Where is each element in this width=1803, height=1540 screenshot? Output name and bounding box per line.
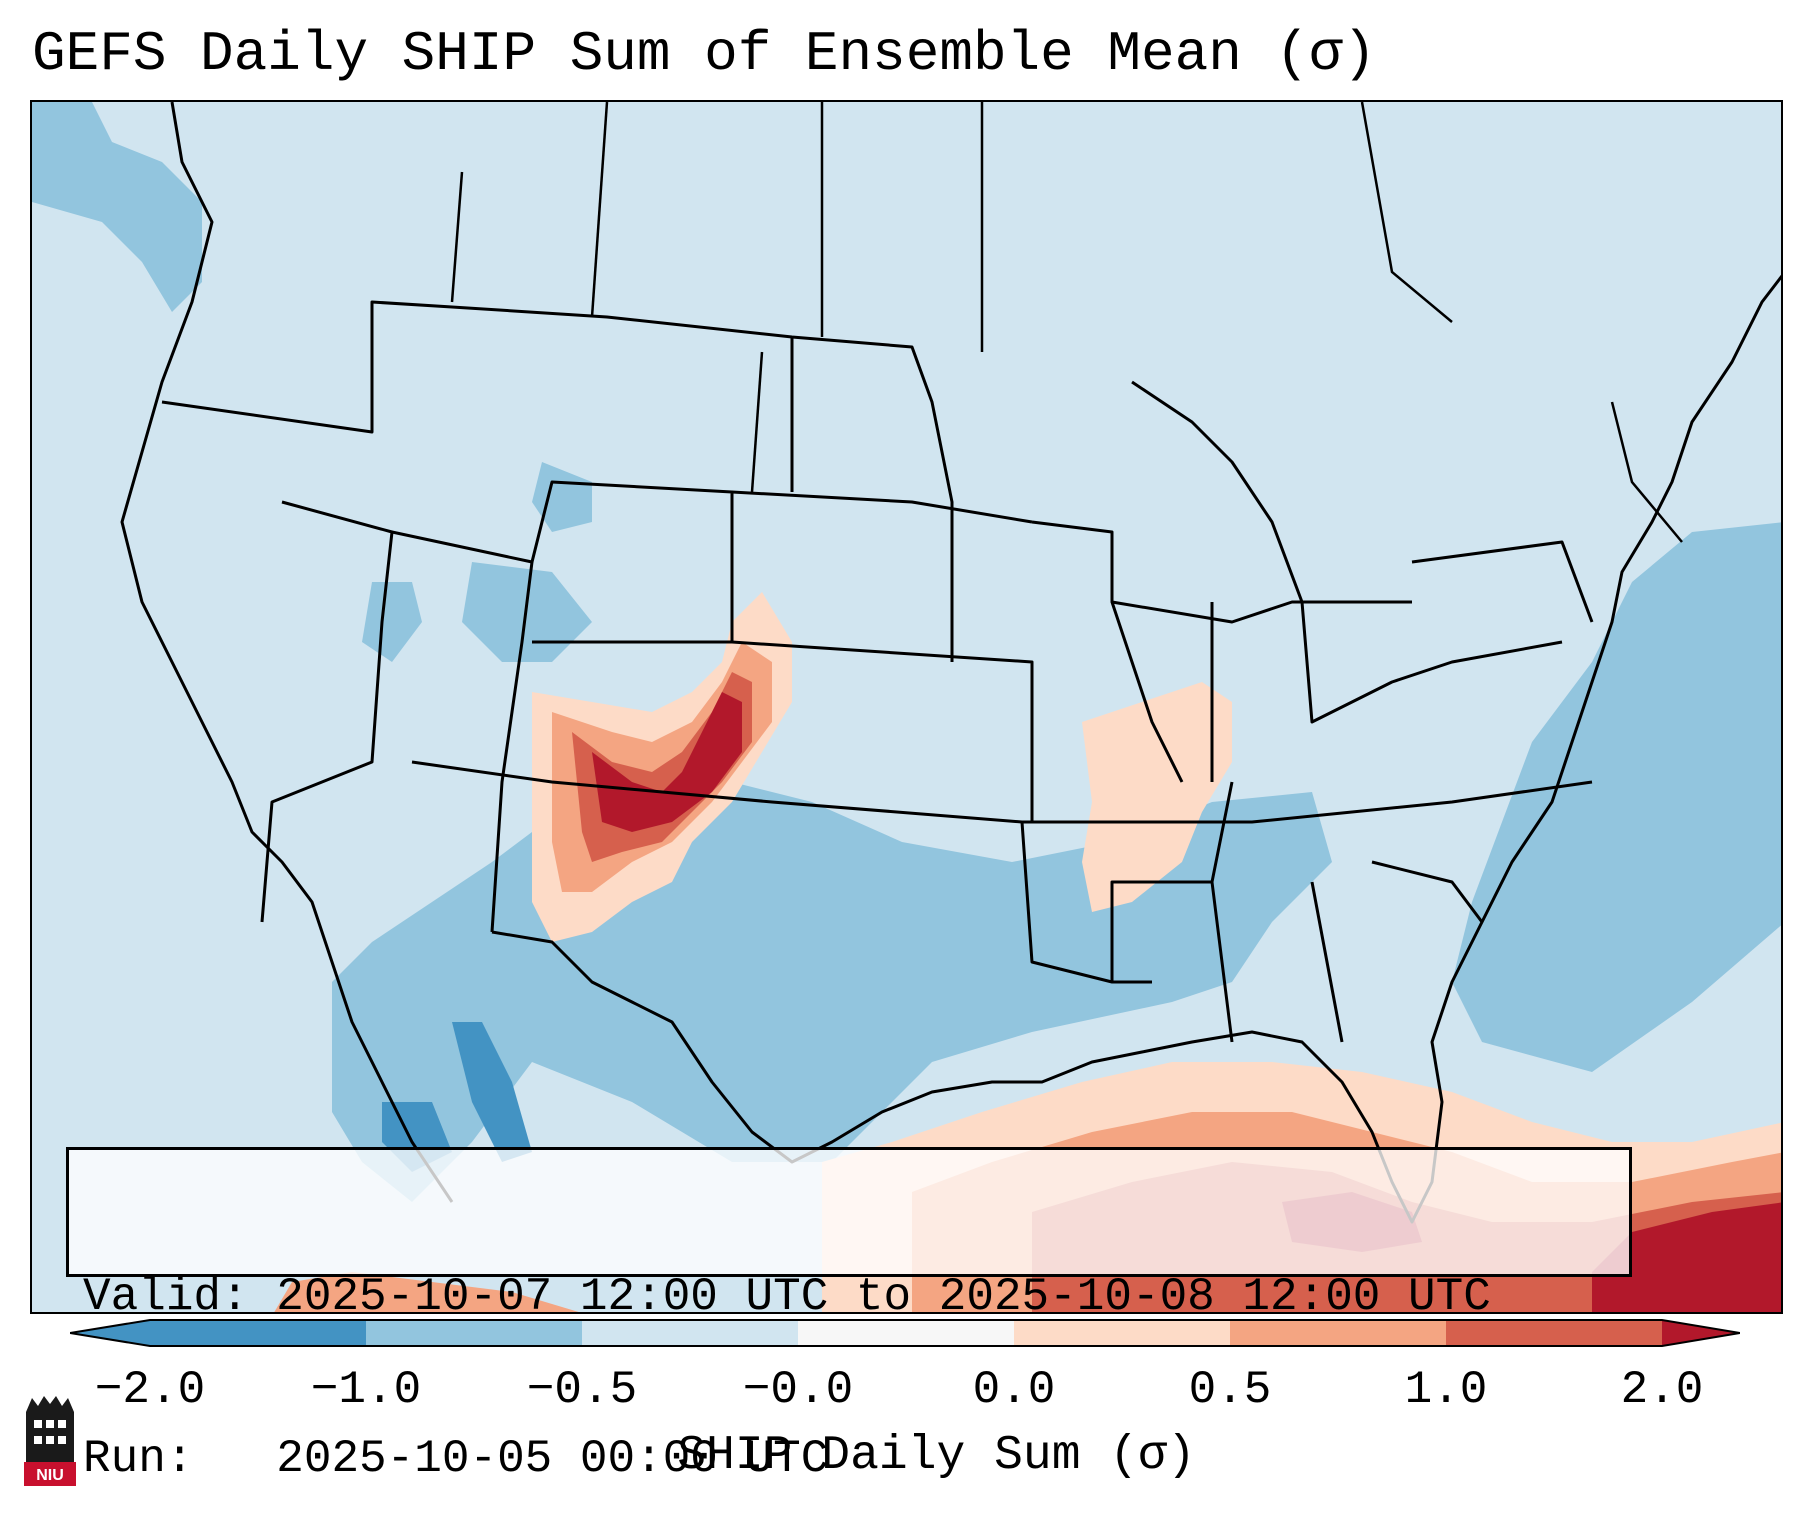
border-idaho [450,171,464,303]
colorbar-extend-low [70,1320,150,1346]
border-alabama [1210,881,1234,1043]
logo-window [34,1420,42,1428]
border-ne [1610,401,1683,543]
logo-window [34,1436,42,1444]
colorbar-extend-high [1662,1320,1740,1346]
anomaly-region-atlantic [1452,522,1781,1072]
valid-time-text: Valid: 2025-10-07 12:00 UTC to 2025-10-0… [83,1271,1491,1323]
niu-logo: NIU [24,1396,76,1486]
coastlines-and-borders [120,102,1781,1224]
colorbar-tick-label: 0.0 [972,1364,1056,1416]
anomaly-region-midsouth [1082,682,1232,912]
border-nevada [260,500,394,923]
colorbar-outline [70,1319,1740,1347]
logo-window [58,1420,66,1428]
map-svg [32,102,1781,1312]
colorbar-segment-4 [1014,1320,1230,1346]
colorbar-segment-3 [798,1320,1014,1346]
great-lakes-shore [1131,380,1304,603]
colorbar-tick-label: −1.0 [310,1364,422,1416]
colorbar-tick-label: 0.5 [1188,1364,1272,1416]
colorbar-segment-0 [150,1320,366,1346]
border-georgia [1310,881,1344,1043]
south-east-coastline [491,274,1781,1224]
logo-window [46,1436,54,1444]
colorbar-segment-2 [582,1320,798,1346]
border-mt-west [590,102,609,318]
border-carolinas [1371,860,1484,923]
colorbar-tick-label: 2.0 [1620,1364,1704,1416]
run-time-text: Run: 2025-10-05 00:00 UTC [83,1433,829,1485]
colorbar-tick-labels: −2.0 −1.0 −0.5 −0.0 0.0 0.5 1.0 2.0 [0,1362,1803,1422]
anomaly-region-pacific-south [274,1272,579,1312]
border-utah [490,561,534,933]
border-pa [1411,540,1594,623]
border-canada-east [1360,102,1453,323]
border-rockies [391,480,734,644]
border-midwest [1031,520,1412,624]
colorbar-tick-label: −0.5 [526,1364,638,1416]
valid-run-box: Valid: 2025-10-07 12:00 UTC to 2025-10-0… [66,1147,1632,1485]
border-mississippi [1110,781,1234,982]
anomaly-region-caribbean-max [1592,1202,1781,1312]
anomaly-region-pacific [32,102,202,312]
west-coastline [120,102,454,1203]
colorbar-tick-label: −0.0 [742,1364,854,1416]
logo-badge [24,1462,76,1486]
colorbar-segment-6 [1446,1320,1662,1346]
logo-tower [26,1396,74,1462]
colorbar [70,1319,1740,1347]
border-sd [750,351,764,493]
colorbar-label: SHIP Daily Sum (σ) [677,1429,1196,1483]
border-ohio-ky [1300,601,1563,724]
colorbar-segment-1 [366,1320,582,1346]
anomaly-region-mexico-low-2 [452,1022,532,1162]
border-kansas [731,640,1034,822]
border-dakotas [731,490,1033,524]
border-illinois [1110,601,1184,783]
map-panel [30,100,1783,1314]
colorbar-tick-label: 1.0 [1404,1364,1488,1416]
anomaly-region-utah [362,582,422,662]
logo-window [46,1420,54,1428]
chart-title: GEFS Daily SHIP Sum of Ensemble Mean (σ) [32,22,1377,86]
logo-window [58,1436,66,1444]
state-borders [450,102,1683,543]
anomaly-region-wyoming [532,462,592,532]
colorbar-tick-label: −2.0 [94,1364,206,1416]
logo-text: NIU [36,1467,64,1484]
border-louisiana [1020,821,1152,984]
colorbar-segment-5 [1230,1320,1446,1346]
